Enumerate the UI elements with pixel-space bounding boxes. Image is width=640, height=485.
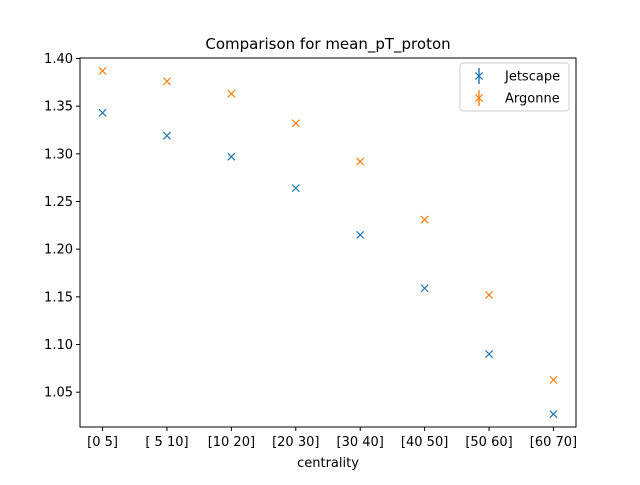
data-point-argonne (485, 290, 494, 299)
legend-entry-argonne: Argonne (474, 90, 560, 107)
x-tick-label: [50 60] (465, 435, 512, 450)
y-tick-label: 1.25 (44, 195, 73, 210)
x-tick-label: [40 50] (401, 435, 448, 450)
data-point-jetscape (227, 152, 236, 161)
data-point-jetscape (549, 410, 558, 419)
data-point-argonne (227, 89, 236, 98)
x-tick-label: [ 5 10] (145, 435, 188, 450)
legend-marker-icon (474, 71, 484, 81)
y-tick-label: 1.10 (44, 338, 73, 353)
legend-box (459, 62, 570, 112)
y-tick-label: 1.40 (44, 52, 73, 67)
y-tick-label: 1.30 (44, 147, 73, 162)
legend-marker-icon (474, 93, 484, 103)
y-tick-label: 1.15 (44, 290, 73, 305)
data-point-argonne (98, 66, 107, 75)
data-point-argonne (356, 157, 365, 166)
x-tick-label: [30 40] (337, 435, 384, 450)
y-tick-label: 1.20 (44, 243, 73, 258)
data-point-jetscape (162, 131, 171, 140)
x-tick-label: [20 30] (272, 435, 319, 450)
data-point-argonne (291, 119, 300, 128)
axes: [0 5] [ 5 10] [10 20] [20 30] [30 40] [40 50]… (44, 52, 577, 450)
data-point-jetscape (98, 108, 107, 117)
data-point-argonne (162, 77, 171, 86)
legend: Jetscape Argonne (459, 62, 570, 112)
data-point-argonne (549, 375, 558, 384)
legend-entry-jetscape: Jetscape (474, 68, 560, 85)
data-point-argonne (420, 215, 429, 224)
x-tick-label: [0 5] (87, 435, 118, 450)
data-point-jetscape (420, 284, 429, 293)
y-tick-label: 1.35 (44, 100, 73, 115)
legend-label: Jetscape (504, 70, 560, 85)
plot-marks (98, 66, 558, 419)
data-point-jetscape (485, 350, 494, 359)
x-tick-label: [10 20] (208, 435, 255, 450)
data-point-jetscape (291, 184, 300, 193)
x-axis-label: centrality (297, 456, 359, 471)
chart-title: Comparison for mean_pT_proton (205, 35, 450, 54)
legend-label: Argonne (505, 92, 560, 107)
data-point-jetscape (356, 230, 365, 239)
legend-entries: Jetscape Argonne (474, 68, 560, 107)
y-tick-label: 1.05 (44, 386, 73, 401)
x-tick-label: [60 70] (530, 435, 577, 450)
plot-frame (79, 57, 577, 428)
